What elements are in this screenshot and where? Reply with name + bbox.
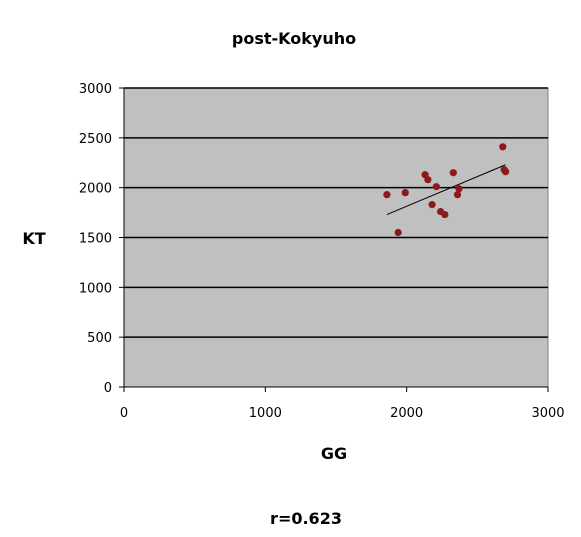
data-point — [428, 201, 436, 209]
x-tick-label: 1000 — [249, 406, 282, 421]
data-point — [455, 185, 463, 193]
trendline-group — [386, 164, 506, 216]
chart-title: post-Kokyuho — [232, 29, 356, 48]
y-tick-label: 2000 — [79, 182, 112, 197]
data-point — [432, 183, 440, 191]
data-point — [499, 143, 507, 151]
y-tick-label: 500 — [87, 331, 112, 346]
data-point — [394, 228, 402, 237]
x-tick-label: 3000 — [531, 406, 564, 421]
data-point — [401, 189, 409, 197]
x-axis-tick-labels: 0 1000 2000 3000 — [120, 406, 565, 421]
y-tick-label: 0 — [104, 381, 112, 396]
y-tick-label: 2500 — [79, 132, 112, 147]
axes — [119, 87, 549, 392]
data-point — [449, 169, 457, 177]
data-point — [453, 191, 462, 199]
x-axis-title: GG — [321, 444, 347, 463]
x-tick-label: 0 — [120, 406, 128, 421]
y-axis-title: KT — [22, 229, 45, 248]
y-tick-label: 1000 — [79, 281, 112, 296]
data-points — [383, 143, 510, 237]
data-point — [502, 168, 510, 176]
data-point — [424, 176, 432, 184]
correlation-annotation: r=0.623 — [270, 509, 342, 528]
data-point — [383, 191, 391, 199]
trendline — [386, 164, 506, 216]
gridlines — [124, 87, 548, 338]
y-tick-label: 1500 — [79, 232, 112, 247]
x-tick-label: 2000 — [390, 406, 423, 421]
y-axis-tick-labels: 0 500 1000 1500 2000 2500 3000 — [79, 82, 112, 396]
data-point — [441, 210, 449, 219]
y-tick-label: 3000 — [79, 82, 112, 97]
